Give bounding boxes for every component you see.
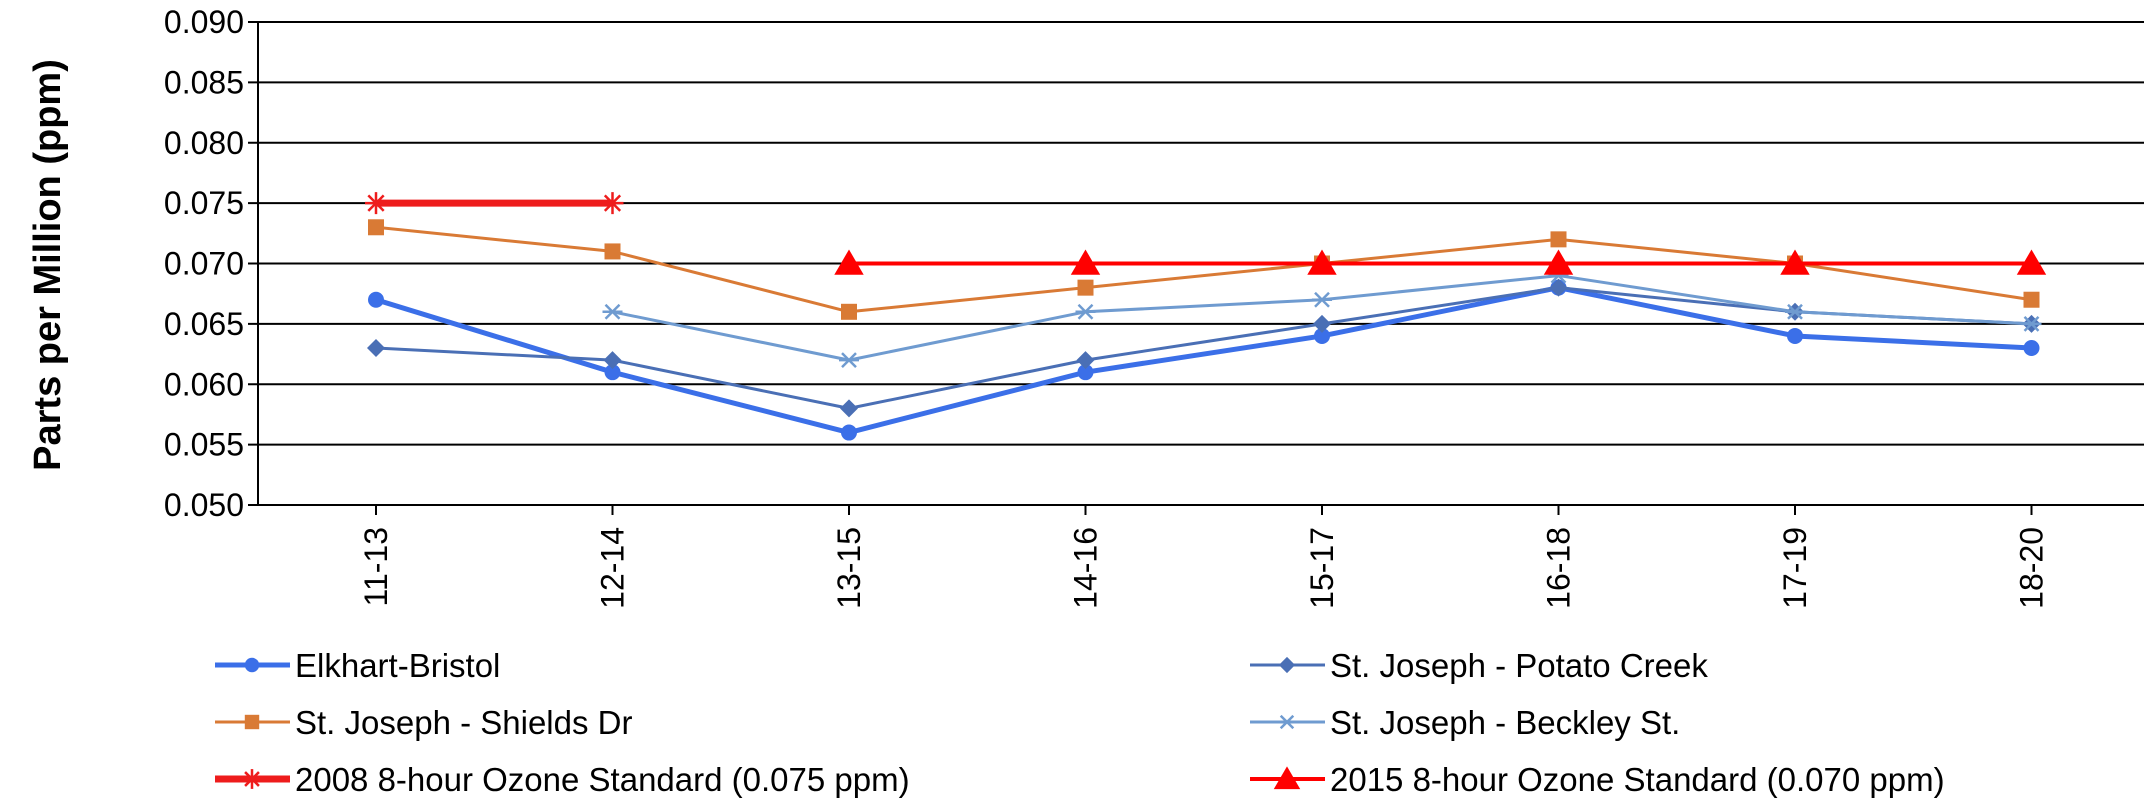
- data-point: [2023, 340, 2040, 357]
- y-tick-label: 0.090: [164, 4, 244, 40]
- y-tick-label: 0.055: [164, 427, 244, 463]
- x-tick-label: 16-18: [1541, 527, 1577, 609]
- data-point: [604, 243, 621, 260]
- data-point: [1313, 314, 1331, 333]
- data-point: [1780, 249, 1810, 275]
- data-point: [1550, 231, 1567, 248]
- data-point: [1077, 279, 1094, 296]
- marker-stroke: [2023, 315, 2040, 332]
- marker-stroke: [1077, 303, 1094, 320]
- y-tick-label: 0.070: [164, 246, 244, 282]
- marker-stroke: [1279, 714, 1295, 730]
- y-axis-label: Parts per Million (ppm): [27, 59, 69, 471]
- data-point: [840, 399, 858, 418]
- x-tick-label: 14-16: [1068, 527, 1104, 609]
- legend-label: Elkhart-Bristol: [295, 647, 500, 684]
- series-1: [367, 278, 2041, 418]
- data-point: [1070, 249, 1101, 275]
- data-point: [1312, 291, 1332, 308]
- data-point: [368, 291, 384, 308]
- legend-item: St. Joseph - Beckley St.: [1250, 704, 1680, 741]
- x-tick-label: 17-19: [1777, 527, 1813, 609]
- series-line: [375, 285, 2032, 436]
- data-point: [2021, 315, 2042, 332]
- series-lines: [365, 192, 2047, 441]
- legend: Elkhart-Bristol St. Joseph - Potato Creek…: [215, 647, 1945, 798]
- data-point: [1549, 278, 1568, 297]
- data-point: [601, 192, 624, 215]
- data-point: [367, 339, 385, 358]
- data-point: [602, 303, 623, 320]
- x-tick-label: 18-20: [2014, 527, 2050, 609]
- data-point: [841, 303, 857, 320]
- y-tick-label: 0.080: [164, 125, 244, 161]
- data-point: [1278, 656, 1296, 674]
- legend-label: 2015 8-hour Ozone Standard (0.070 ppm): [1330, 761, 1945, 798]
- data-point: [368, 219, 384, 236]
- series-line: [375, 286, 2032, 410]
- y-axis: 0.090 0.085 0.080 0.075 0.070 0.065 0.060 0.055…: [164, 4, 259, 523]
- legend-item: 2015 8-hour Ozone Standard (0.070 ppm): [1250, 761, 1945, 798]
- data-point: [244, 657, 260, 673]
- y-tick-label: 0.065: [164, 306, 244, 342]
- data-point: [1278, 714, 1296, 730]
- data-point: [2016, 249, 2047, 275]
- series-5: [834, 249, 2047, 275]
- data-point: [1307, 249, 1337, 275]
- data-point: [1076, 351, 1095, 370]
- x-axis: 11-13 12-14 13-15 14-16 15-17 16-18 17-19 18-20: [358, 505, 2050, 609]
- data-point: [1077, 364, 1094, 381]
- data-point: [1787, 327, 1803, 344]
- data-point: [1075, 303, 1096, 320]
- y-tick-label: 0.050: [164, 487, 244, 523]
- y-tick-label: 0.060: [164, 366, 244, 402]
- data-point: [603, 351, 622, 370]
- legend-label: St. Joseph - Potato Creek: [1330, 647, 1708, 684]
- data-point: [839, 352, 859, 368]
- legend-label: St. Joseph - Beckley St.: [1330, 704, 1680, 741]
- data-point: [1314, 327, 1330, 344]
- data-point: [365, 192, 387, 215]
- x-tick-label: 13-15: [831, 527, 867, 609]
- legend-item: Elkhart-Bristol: [215, 647, 500, 684]
- y-tick-label: 0.085: [164, 64, 244, 100]
- data-point: [1273, 766, 1301, 790]
- data-point: [2023, 291, 2040, 308]
- legend-item: St. Joseph - Shields Dr: [215, 704, 632, 741]
- x-tick-label: 11-13: [358, 527, 394, 606]
- series-3: [602, 267, 2042, 368]
- data-point: [841, 424, 857, 441]
- marker-stroke: [1314, 291, 1330, 308]
- series-line: [375, 225, 2032, 314]
- x-tick-label: 15-17: [1304, 527, 1340, 609]
- data-point: [1785, 303, 1805, 320]
- marker-stroke: [1787, 303, 1803, 320]
- legend-item: 2008 8-hour Ozone Standard (0.075 ppm): [215, 761, 910, 798]
- data-point: [604, 364, 621, 381]
- data-point: [244, 714, 260, 730]
- marker-stroke: [841, 352, 857, 368]
- data-point: [242, 769, 262, 789]
- legend-label: St. Joseph - Shields Dr: [295, 704, 632, 741]
- series-4: [365, 192, 624, 215]
- x-tick-label: 12-14: [595, 527, 631, 609]
- y-tick-label: 0.075: [164, 185, 244, 221]
- data-point: [1543, 249, 1574, 275]
- legend-label: 2008 8-hour Ozone Standard (0.075 ppm): [295, 761, 910, 798]
- data-point: [834, 249, 864, 275]
- legend-item: St. Joseph - Potato Creek: [1250, 647, 1708, 684]
- marker-stroke: [604, 303, 621, 320]
